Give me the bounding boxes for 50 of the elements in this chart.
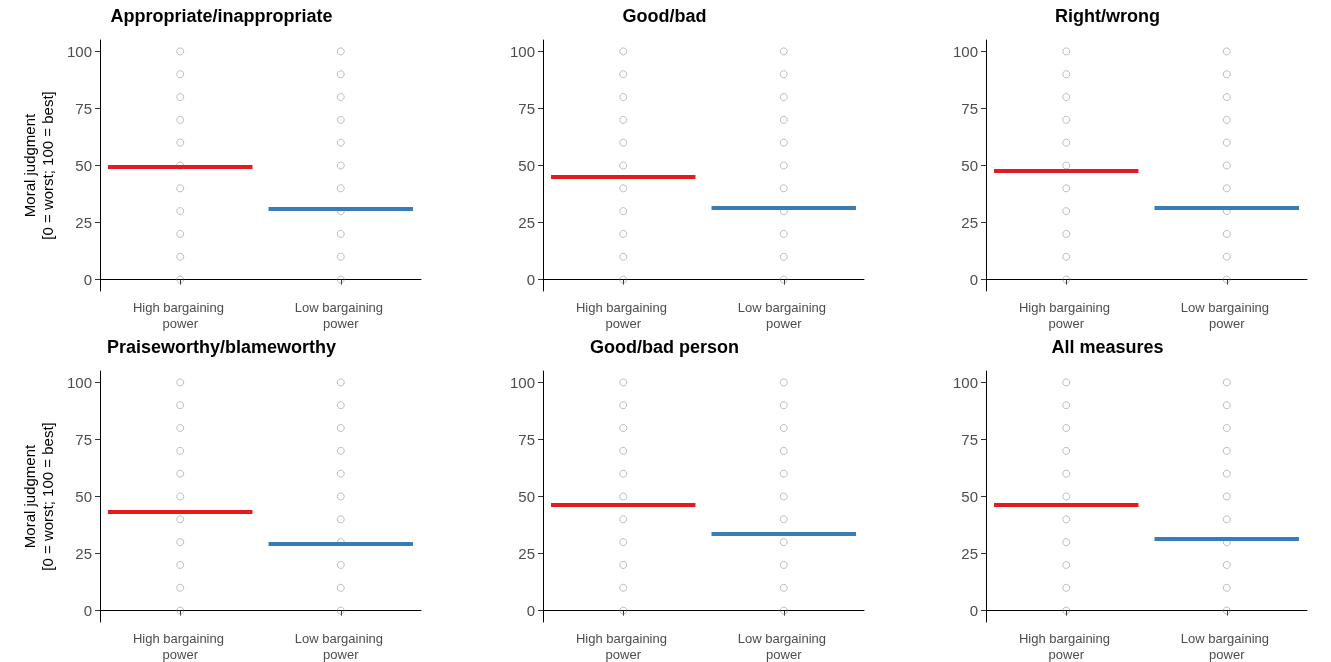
- y-tick-label: 0: [526, 271, 535, 289]
- y-tick-label: 50: [75, 488, 92, 505]
- y-tick-label: 75: [75, 99, 92, 117]
- chart-title: All measures: [1051, 337, 1164, 357]
- chart-title: Good/bad person: [589, 337, 740, 357]
- y-tick-label: 0: [969, 602, 978, 620]
- y-tick-label: 0: [526, 602, 535, 620]
- x-tick-label: Low bargaining power: [1180, 299, 1273, 331]
- x-tick-label: High bargaining power: [575, 630, 671, 662]
- y-axis-title: Moral judgment [0 = worst; 100 = best]: [20, 422, 56, 571]
- y-tick-label: 50: [518, 157, 535, 174]
- y-tick-label: 100: [66, 42, 92, 60]
- y-tick-label: 75: [961, 99, 978, 117]
- y-tick-label: 0: [83, 271, 92, 289]
- y-tick-label: 25: [518, 214, 535, 232]
- x-tick-label: Low bargaining power: [1180, 630, 1273, 662]
- y-tick-label: 75: [961, 430, 978, 448]
- chart-title: Right/wrong: [1055, 6, 1160, 26]
- x-tick-label: Low bargaining power: [294, 299, 387, 331]
- y-tick-label: 25: [75, 214, 92, 232]
- x-tick-label: Low bargaining power: [294, 630, 387, 662]
- x-tick-label: High bargaining power: [575, 299, 671, 331]
- x-tick-label: High bargaining power: [132, 299, 228, 331]
- y-tick-label: 100: [952, 42, 978, 60]
- y-tick-label: 50: [961, 488, 978, 505]
- y-tick-label: 100: [509, 42, 535, 60]
- y-tick-label: 100: [66, 373, 92, 391]
- chart-title: Good/bad: [622, 6, 707, 26]
- y-tick-label: 25: [961, 214, 978, 232]
- chart-title: Appropriate/inappropriate: [110, 6, 333, 26]
- y-tick-label: 50: [75, 157, 92, 174]
- y-tick-label: 75: [518, 99, 535, 117]
- chart-title: Praiseworthy/blameworthy: [106, 337, 337, 357]
- y-tick-label: 50: [961, 157, 978, 174]
- y-tick-label: 0: [83, 602, 92, 620]
- y-tick-label: 100: [952, 373, 978, 391]
- y-axis-title: Moral judgment [0 = worst; 100 = best]: [20, 91, 56, 240]
- y-tick-label: 25: [518, 545, 535, 563]
- x-tick-label: Low bargaining power: [737, 630, 830, 662]
- y-tick-label: 75: [75, 430, 92, 448]
- y-tick-label: 25: [75, 545, 92, 563]
- y-tick-label: 50: [518, 488, 535, 505]
- x-tick-label: High bargaining power: [132, 630, 228, 662]
- y-tick-label: 25: [961, 545, 978, 563]
- y-tick-label: 100: [509, 373, 535, 391]
- x-tick-label: High bargaining power: [1018, 630, 1114, 662]
- x-tick-label: Low bargaining power: [737, 299, 830, 331]
- y-tick-label: 75: [518, 430, 535, 448]
- y-tick-label: 0: [969, 271, 978, 289]
- x-tick-label: High bargaining power: [1018, 299, 1114, 331]
